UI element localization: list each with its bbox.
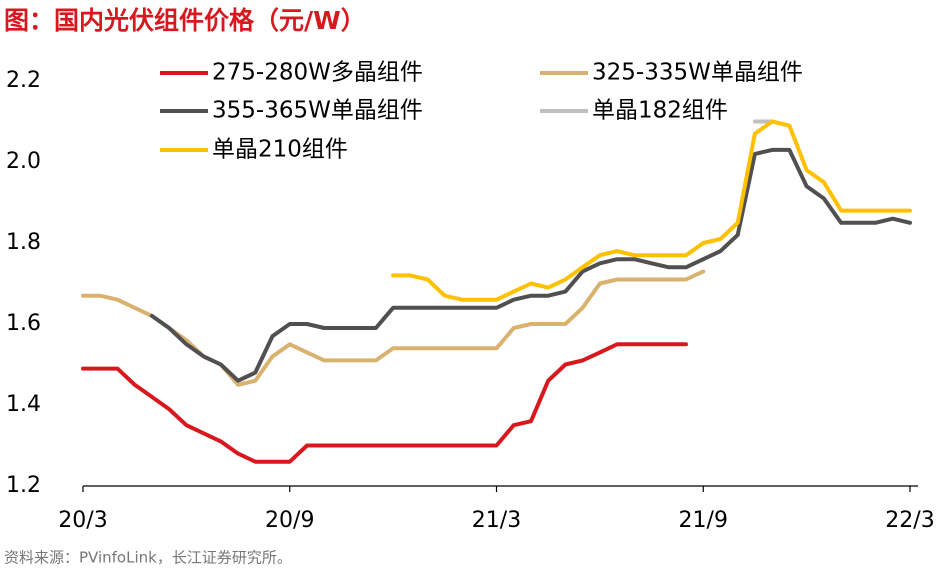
x-tick-label: 21/9 xyxy=(679,508,728,533)
x-tick-label: 21/3 xyxy=(472,508,521,533)
chart-title: 图：国内光伏组件价格（元/W） xyxy=(4,6,366,35)
y-tick-label: 2.2 xyxy=(6,68,41,93)
series-line xyxy=(81,342,688,464)
x-tick-label: 20/9 xyxy=(265,508,314,533)
source-note: 资料来源：PVinfoLink，长江证券研究所。 xyxy=(4,549,292,567)
y-tick-label: 1.2 xyxy=(6,473,41,498)
legend-label: 325-335W单晶组件 xyxy=(592,60,803,86)
legend-label: 275-280W多晶组件 xyxy=(212,60,423,86)
legend-label: 355-365W单晶组件 xyxy=(212,98,423,124)
y-tick-label: 2.0 xyxy=(6,149,41,174)
legend-label: 单晶210组件 xyxy=(212,137,348,163)
series-line xyxy=(81,269,706,387)
series-line xyxy=(391,119,912,302)
x-tick-label: 20/3 xyxy=(58,508,107,533)
y-tick-label: 1.4 xyxy=(6,392,41,417)
y-tick-label: 1.8 xyxy=(6,230,41,255)
series-line xyxy=(149,147,912,383)
y-tick-label: 1.6 xyxy=(6,311,41,336)
legend-label: 单晶182组件 xyxy=(592,98,728,124)
x-tick-label: 22/3 xyxy=(885,508,934,533)
